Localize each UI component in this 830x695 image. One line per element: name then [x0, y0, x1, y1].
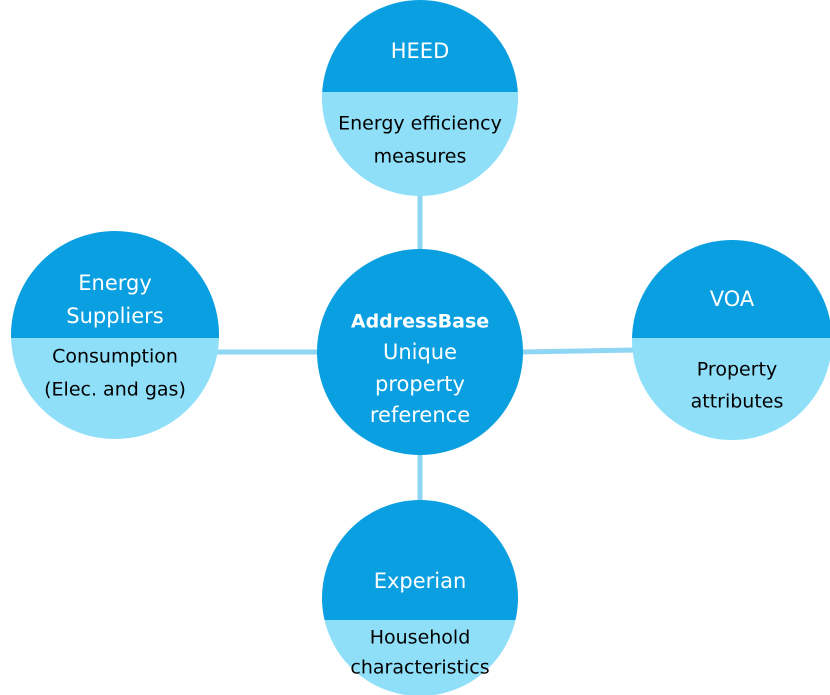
center-text: Unique — [383, 340, 457, 364]
node-voa: VOA Property attributes — [632, 240, 830, 440]
node-text: Energy efficiency — [338, 113, 502, 135]
node-title: Experian — [374, 569, 467, 593]
node-header — [632, 240, 830, 338]
node-text: characteristics — [350, 657, 489, 679]
node-title: Energy — [78, 271, 152, 295]
node-experian: Experian Household characteristics — [322, 500, 518, 695]
connector — [519, 347, 637, 355]
node-text: attributes — [691, 391, 784, 413]
node-heed: HEED Energy efficiency measures — [322, 0, 518, 196]
node-text: (Elec. and gas) — [44, 379, 186, 401]
center-node: AddressBase Unique property reference — [317, 249, 523, 455]
center-circle — [317, 249, 523, 455]
node-header — [322, 500, 518, 620]
node-text: Consumption — [52, 346, 178, 368]
node-title: HEED — [391, 39, 450, 63]
center-text: property — [375, 372, 465, 396]
node-text: measures — [374, 146, 467, 168]
connectors — [215, 190, 637, 505]
node-text: Property — [697, 359, 777, 381]
node-title: Suppliers — [66, 304, 163, 328]
center-title: AddressBase — [351, 311, 489, 333]
node-title: VOA — [710, 287, 755, 311]
node-energy-suppliers: Energy Suppliers Consumption (Elec. and … — [11, 231, 219, 439]
node-text: Household — [370, 627, 471, 649]
center-text: reference — [370, 403, 470, 427]
